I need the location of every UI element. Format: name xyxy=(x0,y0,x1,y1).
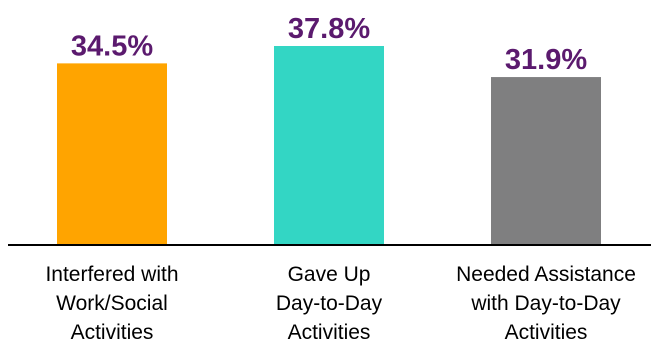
category-label-3-line-3: Activities xyxy=(505,321,588,339)
category-label-1-line-2: Work/Social xyxy=(56,292,168,315)
value-label-2: 37.8% xyxy=(288,13,370,45)
bar-3 xyxy=(491,77,601,245)
category-label-2-line-2: Day-to-Day xyxy=(276,292,383,315)
category-label-3-line-2: with Day-to-Day xyxy=(470,292,621,315)
category-label-2-line-1: Gave Up xyxy=(288,263,371,286)
bars-group xyxy=(57,46,601,245)
category-label-3-line-1: Needed Assistance xyxy=(456,263,636,286)
value-label-3: 31.9% xyxy=(505,44,587,76)
value-label-1: 34.5% xyxy=(71,30,153,62)
category-labels-group: Interfered with Work/Social Activities Gave… xyxy=(45,263,635,339)
bar-1 xyxy=(57,63,167,245)
category-label-1-line-1: Interfered with xyxy=(45,263,178,286)
bar-2 xyxy=(274,46,384,245)
value-labels-group: 34.5% 37.8% 31.9% xyxy=(71,13,587,76)
category-label-2-line-3: Activities xyxy=(288,321,371,339)
category-label-1-line-3: Activities xyxy=(71,321,154,339)
